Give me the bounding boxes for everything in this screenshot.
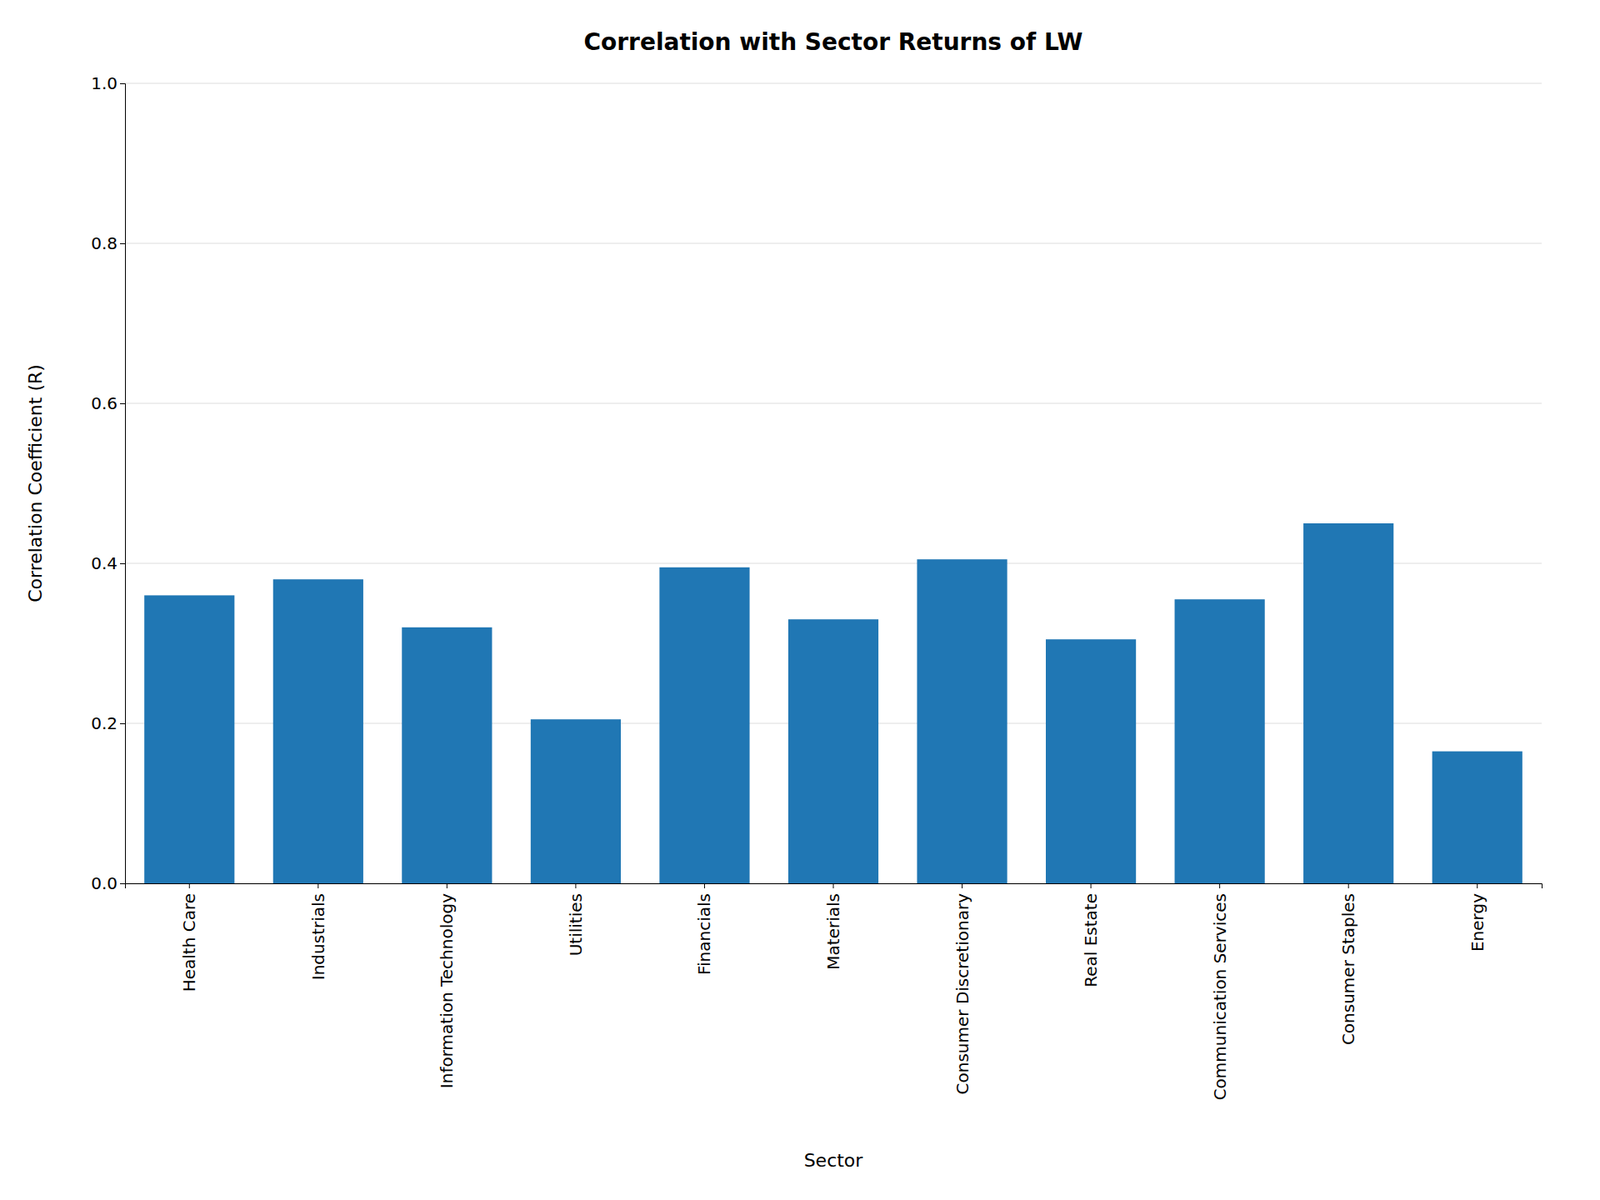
bar <box>144 595 235 884</box>
tick: Energy <box>1467 883 1488 952</box>
tick-label: Real Estate <box>1080 893 1101 988</box>
tick-label: 0.6 <box>90 393 118 414</box>
tick: Financials <box>694 883 715 975</box>
tick: Real Estate <box>1080 883 1101 988</box>
bar <box>401 627 492 884</box>
bar <box>1175 599 1265 884</box>
tick-mark <box>1476 883 1478 889</box>
bar <box>1303 523 1394 884</box>
tick: Materials <box>823 883 844 970</box>
tick-mark <box>120 243 125 245</box>
tick-label: Materials <box>823 893 844 970</box>
tick-mark <box>120 563 125 565</box>
tick: 0.2 <box>90 713 125 734</box>
bar <box>273 579 364 884</box>
tick-label: 1.0 <box>90 73 118 94</box>
tick-label: Information Technology <box>436 893 457 1089</box>
tick-label: 0.8 <box>90 233 118 254</box>
tick-label: Consumer Discretionary <box>952 893 973 1095</box>
tick-mark <box>317 883 319 889</box>
tick: 0.6 <box>90 393 125 414</box>
bar <box>659 567 750 884</box>
tick: Utilities <box>565 883 586 956</box>
x-axis-title: Sector <box>804 1150 865 1171</box>
tick-label: Communication Services <box>1210 893 1230 1100</box>
tick: 0.4 <box>90 553 125 574</box>
tick: Information Technology <box>436 883 457 1089</box>
grid <box>125 83 1542 884</box>
tick-label: Consumer Staples <box>1338 893 1359 1045</box>
tick-mark <box>120 403 125 405</box>
x-axis: Health Care Industrials Information Techno… <box>125 883 1543 1100</box>
tick-label: 0.4 <box>90 553 118 574</box>
tick-label: Utilities <box>565 893 586 956</box>
tick: Consumer Discretionary <box>952 883 973 1095</box>
tick-mark <box>120 83 125 85</box>
tick-mark <box>833 883 835 889</box>
tick-mark <box>120 883 125 885</box>
tick-label: Industrials <box>308 893 329 980</box>
tick: Communication Services <box>1210 883 1230 1100</box>
bar <box>788 619 879 884</box>
bar <box>916 559 1007 884</box>
plot: Health Care Industrials Information Techno… <box>90 73 1542 1100</box>
tick: 0.0 <box>90 873 125 894</box>
grid-line <box>125 83 1542 85</box>
y-axis-title: Correlation Coefficient (R) <box>25 364 46 603</box>
axis-line <box>120 84 126 885</box>
tick-label: Financials <box>694 893 715 975</box>
chart: Health Care Industrials Information Techno… <box>0 0 1600 1200</box>
tick-label: 0.0 <box>90 873 118 894</box>
y-axis: 0.0 0.2 0.4 0.6 0.8 1.0 <box>90 73 125 894</box>
tick: 0.8 <box>90 233 125 254</box>
tick-mark <box>961 883 963 889</box>
tick: Health Care <box>179 883 200 992</box>
tick-label: 0.2 <box>90 713 118 734</box>
bar <box>530 719 621 884</box>
bar <box>1432 751 1523 884</box>
tick-label: Energy <box>1467 893 1488 952</box>
tick-mark <box>189 883 190 889</box>
grid-line <box>125 243 1542 245</box>
title: Correlation with Sector Returns of LW <box>584 28 1084 56</box>
axis-line <box>125 884 1543 890</box>
tick-mark <box>446 883 448 889</box>
tick-label: Health Care <box>179 893 200 992</box>
tick: Consumer Staples <box>1338 883 1359 1045</box>
bar <box>1045 639 1136 884</box>
grid-line <box>125 403 1542 405</box>
tick-mark <box>1348 883 1350 889</box>
tick-mark <box>1090 883 1092 889</box>
tick-mark <box>575 883 576 889</box>
tick: Industrials <box>308 883 329 980</box>
bars <box>144 523 1523 884</box>
tick-mark <box>1219 883 1220 889</box>
tick-mark <box>120 723 125 725</box>
tick: 1.0 <box>90 73 125 94</box>
tick-mark <box>704 883 705 889</box>
